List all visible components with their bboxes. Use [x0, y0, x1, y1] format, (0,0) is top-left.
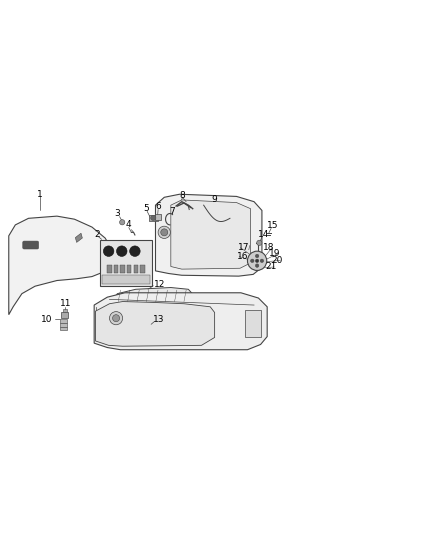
Text: 1: 1 [37, 190, 43, 199]
Circle shape [158, 226, 170, 238]
FancyBboxPatch shape [245, 310, 261, 336]
Text: 20: 20 [271, 256, 283, 265]
FancyBboxPatch shape [155, 214, 161, 220]
FancyBboxPatch shape [60, 324, 67, 327]
Polygon shape [9, 216, 112, 314]
FancyBboxPatch shape [127, 265, 131, 273]
FancyBboxPatch shape [60, 327, 67, 330]
FancyBboxPatch shape [114, 265, 118, 273]
Text: 4: 4 [126, 220, 131, 229]
Text: 12: 12 [154, 279, 166, 288]
Circle shape [260, 259, 264, 263]
Text: 6: 6 [155, 202, 162, 211]
Text: 10: 10 [41, 314, 53, 324]
Circle shape [255, 264, 259, 268]
Text: 8: 8 [179, 191, 185, 199]
Text: 3: 3 [114, 209, 120, 219]
FancyBboxPatch shape [23, 241, 39, 249]
Polygon shape [155, 194, 262, 276]
FancyBboxPatch shape [149, 215, 158, 221]
Text: 11: 11 [60, 299, 71, 308]
Circle shape [257, 240, 262, 246]
Text: 7: 7 [170, 207, 176, 216]
Circle shape [110, 312, 123, 325]
Polygon shape [113, 287, 193, 302]
Circle shape [117, 246, 127, 256]
FancyBboxPatch shape [134, 265, 138, 273]
FancyBboxPatch shape [61, 312, 68, 318]
Polygon shape [95, 302, 215, 346]
Text: 19: 19 [269, 249, 281, 258]
Circle shape [130, 246, 140, 256]
FancyBboxPatch shape [140, 265, 145, 273]
FancyBboxPatch shape [120, 265, 125, 273]
Text: 2: 2 [95, 230, 100, 239]
Circle shape [103, 246, 114, 256]
Polygon shape [94, 293, 267, 350]
Text: 14: 14 [258, 230, 269, 239]
Text: 13: 13 [153, 316, 164, 325]
FancyBboxPatch shape [107, 265, 112, 273]
Circle shape [120, 220, 125, 225]
Circle shape [113, 314, 120, 322]
Polygon shape [75, 233, 82, 243]
FancyBboxPatch shape [100, 240, 152, 286]
Text: 5: 5 [143, 204, 149, 213]
Circle shape [247, 251, 267, 270]
FancyBboxPatch shape [102, 275, 150, 284]
Text: 15: 15 [267, 221, 278, 230]
Text: 18: 18 [263, 243, 274, 252]
Circle shape [255, 254, 259, 258]
FancyBboxPatch shape [60, 319, 67, 323]
Text: 16: 16 [237, 252, 248, 261]
Text: 17: 17 [238, 243, 250, 252]
Text: 9: 9 [212, 196, 218, 205]
Polygon shape [171, 200, 251, 269]
Circle shape [151, 215, 156, 221]
Circle shape [161, 229, 168, 236]
Circle shape [255, 259, 259, 263]
Circle shape [251, 259, 254, 263]
Text: 21: 21 [265, 262, 276, 271]
FancyBboxPatch shape [63, 310, 67, 312]
